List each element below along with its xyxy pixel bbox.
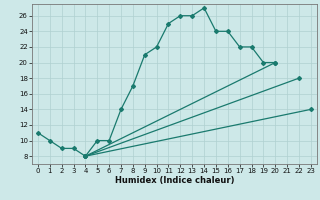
X-axis label: Humidex (Indice chaleur): Humidex (Indice chaleur) [115,176,234,185]
